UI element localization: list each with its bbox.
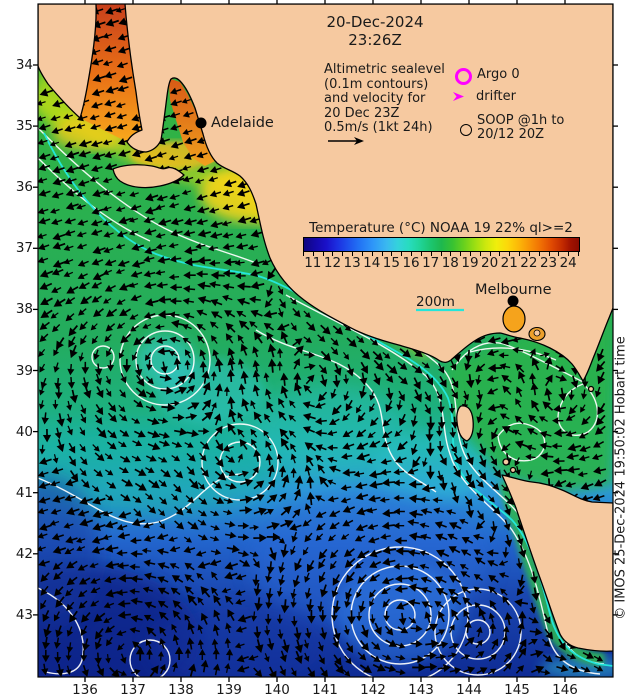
info-line-3: and velocity for xyxy=(324,91,426,107)
velocity-scale-arrow xyxy=(328,137,364,145)
colorbar-tick-label-17: 17 xyxy=(422,255,440,271)
adelaide-dot xyxy=(195,117,207,129)
drifter-arrow-icon xyxy=(453,92,464,101)
info-line-4: 20 Dec 23Z xyxy=(324,105,400,121)
soop-icon xyxy=(460,124,472,136)
land-mainland xyxy=(124,4,613,382)
info-line-1: Altimetric sealevel xyxy=(324,62,445,77)
city-label-melbourne: Melbourne xyxy=(475,282,552,298)
info-line-2: (0.1m contours) xyxy=(324,76,429,92)
land-kangaroo-island xyxy=(112,164,185,189)
colorbar-tick xyxy=(371,252,373,256)
colorbar-tick xyxy=(469,252,471,256)
colorbar-tick xyxy=(420,252,422,256)
colorbar-tick-label-21: 21 xyxy=(500,255,518,271)
info-line-5: 0.5m/s (1kt 24h) xyxy=(324,120,433,136)
colorbar-tick-label-19: 19 xyxy=(461,255,479,271)
soop-label-line2: 20/12 20Z xyxy=(477,127,545,142)
lon-tick-label-144: 144 xyxy=(456,682,482,698)
lon-tick-label-139: 139 xyxy=(216,682,242,698)
depth-label: 200m xyxy=(416,294,455,310)
soop-label-line1: SOOP @1h to xyxy=(477,113,565,128)
land-masses xyxy=(38,4,613,652)
lat-tick-label-35: 35 xyxy=(15,118,33,135)
argo-float-icon xyxy=(455,68,472,85)
colorbar-tick-label-11: 11 xyxy=(304,255,322,271)
lat-tick-label-37: 37 xyxy=(15,240,33,257)
lon-tick-label-146: 146 xyxy=(552,682,578,698)
lon-tick-label-138: 138 xyxy=(168,682,194,698)
colorbar-tick xyxy=(509,252,511,256)
colorbar-tick xyxy=(548,252,550,256)
map-time: 23:26Z xyxy=(348,31,402,49)
colorbar-tick-label-20: 20 xyxy=(481,255,499,271)
lon-tick-label-142: 142 xyxy=(360,682,386,698)
lat-tick-label-36: 36 xyxy=(15,179,33,196)
lat-tick-label-42: 42 xyxy=(15,545,33,562)
colorbar-tick xyxy=(411,252,413,256)
colorbar-tick xyxy=(538,252,540,256)
lon-tick-label-141: 141 xyxy=(312,682,338,698)
colorbar-tick xyxy=(460,252,462,256)
colorbar-tick xyxy=(391,252,393,256)
colorbar-tick xyxy=(440,252,442,256)
colorbar-tick xyxy=(499,252,501,256)
colorbar-tick xyxy=(450,252,452,256)
lon-tick-label-140: 140 xyxy=(264,682,290,698)
land-tasmania xyxy=(501,474,613,652)
colorbar-tick-label-23: 23 xyxy=(539,255,558,271)
colorbar-tick xyxy=(332,252,334,256)
colorbar-tick xyxy=(558,252,560,256)
colorbar-tick xyxy=(342,252,344,256)
colorbar-tick-label-12: 12 xyxy=(323,255,342,271)
colorbar-tick-label-22: 22 xyxy=(520,255,538,271)
lon-tick-label-137: 137 xyxy=(120,682,146,698)
colorbar-tick xyxy=(430,252,432,256)
colorbar-tick xyxy=(489,252,491,256)
colorbar-tick xyxy=(401,252,403,256)
lat-tick-label-38: 38 xyxy=(15,301,33,318)
colorbar-tick-label-18: 18 xyxy=(441,255,459,271)
lon-tick-label-136: 136 xyxy=(72,682,98,698)
colorbar-title: Temperature (°C) NOAA 19 22% ql>=2 xyxy=(309,220,573,236)
temperature-colorbar xyxy=(303,237,580,252)
lat-tick-label-43: 43 xyxy=(15,606,33,623)
velocity-arrows xyxy=(38,6,607,677)
colorbar-tick xyxy=(361,252,363,256)
info-block: Altimetric sealevel (0.1m contours) and … xyxy=(324,62,445,136)
colorbar-tick xyxy=(322,252,324,256)
colorbar-tick xyxy=(578,252,579,256)
argo-label: Argo 0 xyxy=(477,67,520,82)
colorbar-tick xyxy=(479,252,481,256)
colorbar-tick-label-13: 13 xyxy=(343,255,361,271)
colorbar-tick xyxy=(528,252,530,256)
lon-tick-label-145: 145 xyxy=(504,682,530,698)
colorbar-tick-label-16: 16 xyxy=(402,255,420,271)
colorbar-tick xyxy=(381,252,383,256)
colorbar-tick-label-14: 14 xyxy=(363,255,381,271)
land-king-island xyxy=(456,405,474,442)
lat-tick-label-41: 41 xyxy=(15,484,33,501)
drifter-label: drifter xyxy=(476,89,516,104)
copyright-text: © IMOS 25-Dec-2024 19:50:02 Hobart time xyxy=(613,336,629,620)
colorbar-tick xyxy=(519,252,521,256)
colorbar-tick xyxy=(312,252,314,256)
axis-ticks xyxy=(33,0,618,682)
colorbar-tick xyxy=(352,252,354,256)
lon-tick-label-143: 143 xyxy=(408,682,434,698)
lat-tick-label-34: 34 xyxy=(15,57,33,73)
land-eyre-peninsula xyxy=(38,4,97,119)
melbourne-dot xyxy=(507,295,519,307)
lat-tick-label-40: 40 xyxy=(15,423,33,440)
colorbar-tick-label-15: 15 xyxy=(382,255,400,271)
lat-tick-label-39: 39 xyxy=(15,362,33,379)
colorbar-tick-label-24: 24 xyxy=(559,255,577,271)
colorbar-tick xyxy=(568,252,570,256)
city-label-adelaide: Adelaide xyxy=(211,115,274,131)
colorbar-tick xyxy=(303,252,304,256)
map-date: 20-Dec-2024 xyxy=(326,13,424,31)
